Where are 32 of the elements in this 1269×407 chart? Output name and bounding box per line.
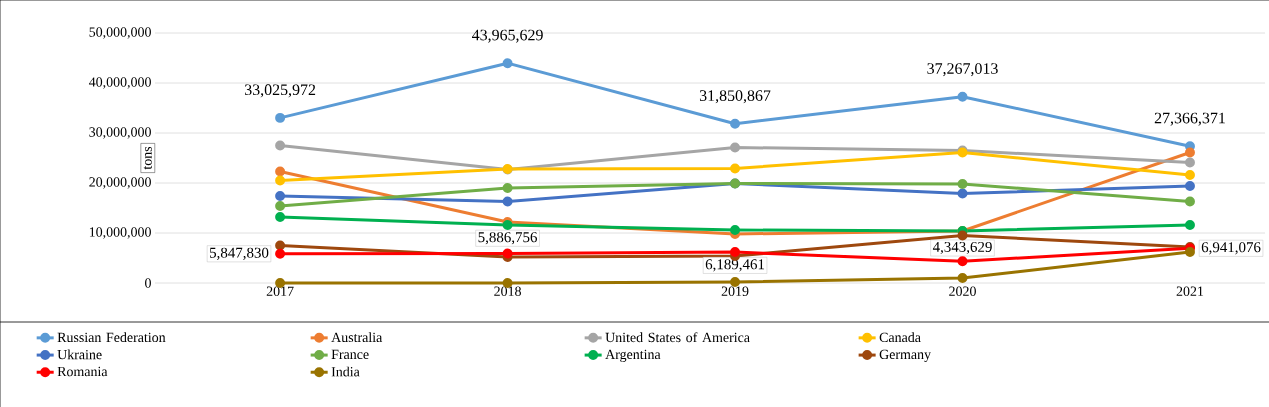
data-label: 6,189,461: [705, 259, 765, 272]
y-tick-label: 50,000,000: [89, 27, 151, 39]
y-tick-label: 40,000,000: [88, 77, 151, 89]
data-label: 4,343,629: [932, 241, 992, 255]
y-tick-label: 10,000,000: [89, 227, 151, 239]
legend-label: Romania: [57, 366, 108, 377]
legend-label: Australia: [331, 332, 383, 343]
y-tick-label: 30,000,000: [89, 127, 151, 139]
legend-label: United States of America: [605, 332, 750, 343]
data-label: 5,847,830: [210, 247, 269, 260]
data-label: 5,886,756: [478, 232, 538, 245]
x-tick-label: 2018: [494, 286, 521, 296]
x-tick-label: 2017: [266, 286, 294, 296]
legend-label: Canada: [879, 332, 921, 343]
legend-label: Ukraine: [57, 349, 102, 360]
y-tick-label: 0: [145, 278, 151, 288]
data-label: 43,965,629: [472, 29, 543, 43]
legend-label: India: [331, 366, 360, 377]
legend-label: Russian Federation: [57, 332, 166, 343]
x-tick-label: 2021: [1176, 286, 1204, 296]
legend-label: Argentina: [605, 349, 661, 362]
data-label: 37,267,013: [927, 63, 998, 77]
data-label: 27,366,371: [1154, 112, 1225, 126]
x-tick-label: 2019: [721, 286, 749, 296]
data-label: 33,025,972: [245, 84, 316, 98]
y-axis-title: tons: [143, 146, 152, 170]
legend-label: Germany: [879, 349, 931, 362]
data-label: 6,941,076: [1201, 242, 1261, 255]
y-tick-label: 20,000,000: [89, 177, 151, 189]
legend-label: France: [331, 349, 369, 360]
x-tick-label: 2020: [949, 286, 976, 296]
data-label: 31,850,867: [699, 90, 771, 104]
